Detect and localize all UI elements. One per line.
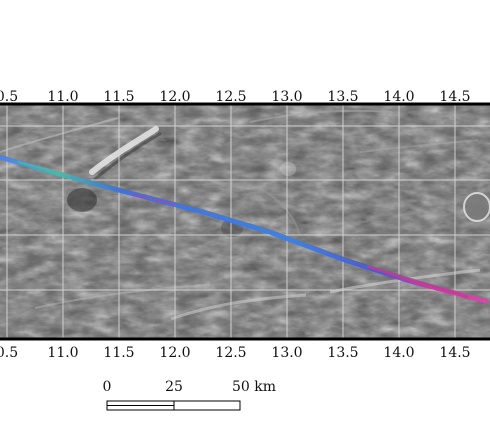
map-panel — [0, 102, 490, 341]
top-tick-label: 14.5 — [439, 89, 470, 105]
ridge-feature — [249, 109, 393, 123]
track-overlay — [0, 154, 489, 304]
ridge-feature — [170, 293, 307, 321]
scale-bar: 0 25 50 km — [103, 379, 276, 411]
bottom-tick-label: 13.5 — [327, 345, 358, 361]
scale-label-50-km: 50 km — [232, 379, 276, 395]
bottom-tick-label: 11.5 — [103, 345, 134, 361]
terrain-features — [0, 109, 490, 321]
top-tick-label: 13.5 — [327, 89, 358, 105]
crater-feature — [280, 162, 296, 176]
track-line — [0, 154, 489, 304]
top-tick-label: 13.0 — [271, 89, 302, 105]
bottom-tick-label: 12.5 — [215, 345, 246, 361]
bottom-axis: 0.5 11.0 11.5 12.0 12.5 13.0 13.5 14.0 1… — [0, 345, 471, 361]
scale-label-25: 25 — [165, 379, 183, 395]
top-tick-label: 12.5 — [215, 89, 246, 105]
ridge-feature — [359, 139, 479, 153]
bottom-tick-label: 0.5 — [0, 345, 18, 361]
bottom-tick-label: 12.0 — [159, 345, 190, 361]
ridge-feature — [0, 117, 119, 153]
bottom-tick-label: 13.0 — [271, 345, 302, 361]
top-tick-label: 12.0 — [159, 89, 190, 105]
top-tick-label: 0.5 — [0, 89, 18, 105]
bottom-tick-label: 11.0 — [47, 345, 78, 361]
crater-feature — [463, 192, 490, 222]
graticule — [0, 104, 490, 339]
bottom-tick-label: 14.5 — [439, 345, 470, 361]
top-tick-label: 11.0 — [47, 89, 78, 105]
crater-feature — [67, 188, 97, 212]
top-tick-label: 11.5 — [103, 89, 134, 105]
ridge-feature — [257, 186, 301, 237]
track-accent — [129, 193, 176, 205]
scale-segment-2 — [173, 400, 241, 411]
top-axis: 0.5 11.0 11.5 12.0 12.5 13.0 13.5 14.0 1… — [0, 89, 471, 105]
track-accent — [17, 161, 71, 177]
bottom-tick-label: 14.0 — [383, 345, 414, 361]
top-tick-label: 14.0 — [383, 89, 414, 105]
ridge-feature — [89, 126, 159, 175]
ridge-feature — [93, 132, 162, 181]
terrain-texture — [0, 104, 490, 339]
scale-label-0: 0 — [103, 379, 112, 395]
track-accent — [366, 264, 469, 299]
